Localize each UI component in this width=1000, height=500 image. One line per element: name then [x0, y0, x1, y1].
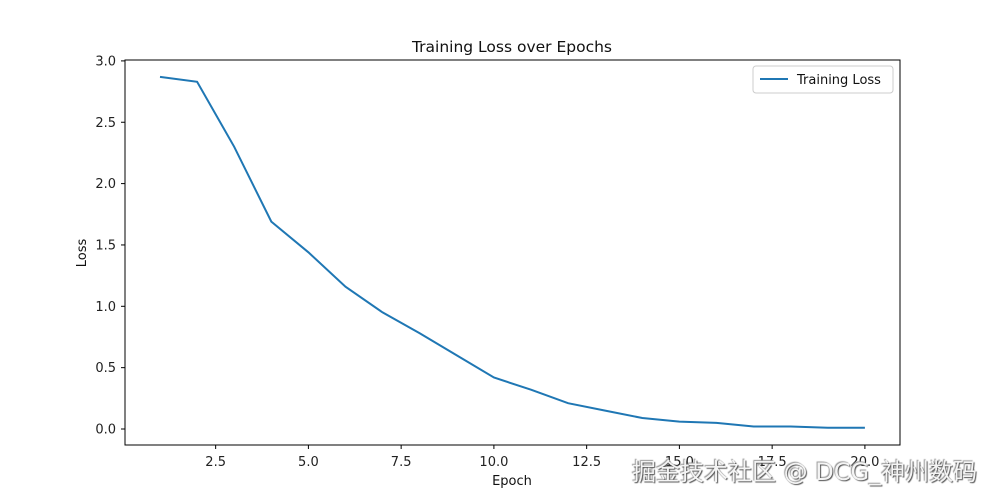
x-tick-label: 15.0 — [665, 455, 694, 470]
y-tick-label: 0.5 — [95, 361, 116, 376]
legend: Training Loss — [752, 65, 894, 94]
x-axis-label: Epoch — [492, 474, 532, 489]
legend-label: Training Loss — [796, 73, 881, 88]
x-tick-label: 17.5 — [758, 455, 787, 470]
y-tick-label: 0.0 — [95, 423, 116, 438]
y-tick-label: 2.0 — [95, 177, 116, 192]
x-tick-label: 5.0 — [298, 455, 319, 470]
plot-area — [124, 59, 901, 446]
x-tick-label: 10.0 — [479, 455, 508, 470]
y-tick-label: 1.5 — [95, 238, 116, 253]
x-tick-label: 20.0 — [850, 455, 879, 470]
x-axis-ticks: 2.5 5.0 7.5 10.0 12.5 15.0 17.5 20.0 — [205, 445, 879, 470]
x-tick-label: 2.5 — [205, 455, 226, 470]
y-tick-label: 3.0 — [95, 54, 116, 69]
chart-title: Training Loss over Epochs — [411, 38, 612, 56]
watermark: 掘金技术社区 @ DCG_神州数码 — [632, 458, 978, 486]
y-tick-label: 1.0 — [95, 300, 116, 315]
x-tick-label: 7.5 — [391, 455, 412, 470]
legend-box — [752, 65, 894, 94]
training-loss-line — [159, 75, 865, 429]
y-axis-ticks: 0.0 0.5 1.0 1.5 2.0 2.5 3.0 — [95, 54, 125, 438]
y-axis-label: Loss — [75, 239, 90, 268]
y-tick-label: 2.5 — [95, 116, 116, 131]
x-tick-label: 12.5 — [572, 455, 601, 470]
